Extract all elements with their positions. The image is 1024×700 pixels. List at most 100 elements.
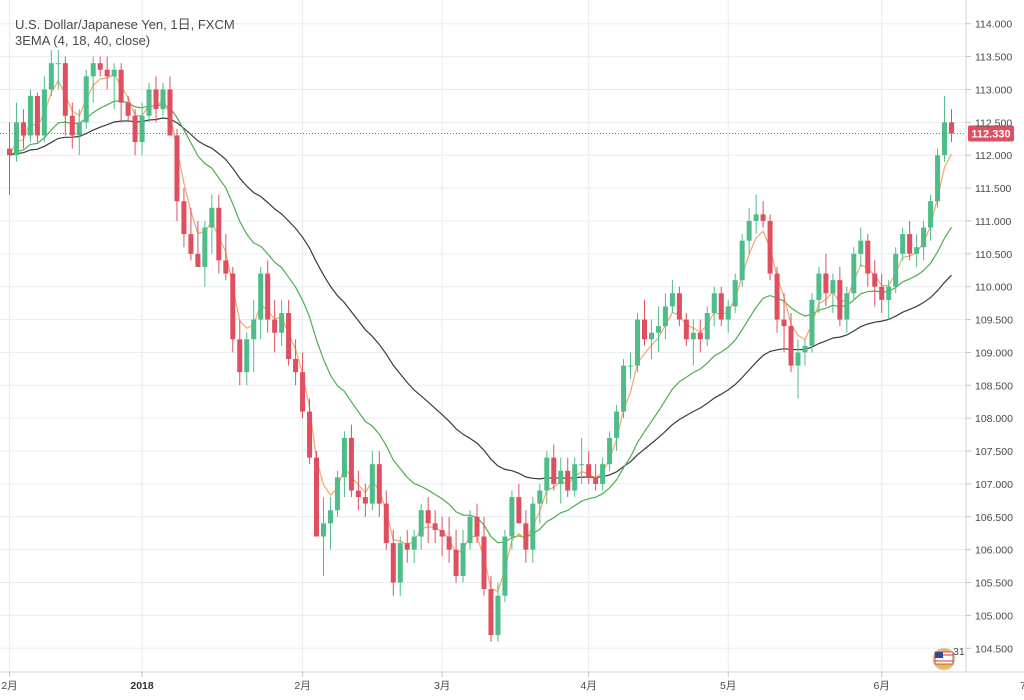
candle-body — [551, 457, 557, 484]
time-axis[interactable]: 2月 2018 2月 3月 4月 5月 6月 7月 — [1, 672, 1024, 692]
candle — [341, 431, 347, 498]
candle — [474, 503, 480, 544]
ema-fast-line — [8, 73, 953, 593]
candle-body — [153, 89, 159, 110]
candle-body — [809, 299, 815, 346]
candle-body — [6, 148, 13, 156]
candle — [921, 220, 927, 261]
candle — [739, 234, 745, 287]
candle-body — [209, 207, 215, 228]
candle-body — [125, 102, 131, 116]
candle-body — [544, 457, 550, 491]
candle-body — [676, 293, 682, 320]
candle-body — [34, 96, 40, 136]
candle — [809, 293, 815, 353]
candle — [20, 109, 26, 149]
candle-body — [132, 115, 138, 143]
candle-body — [488, 589, 494, 636]
candle — [795, 339, 801, 399]
candle-body — [669, 293, 675, 307]
candle — [13, 102, 19, 162]
x-tick-label: 7月 — [1020, 680, 1024, 692]
candle-body — [586, 464, 592, 478]
x-tick-label: 2月 — [1, 680, 17, 692]
candle-body — [760, 214, 766, 221]
candle — [948, 109, 955, 143]
candle-body — [404, 543, 410, 550]
candle-body — [160, 89, 166, 110]
y-tick-label: 110.500 — [975, 249, 1012, 261]
candle — [697, 319, 703, 353]
candle-body — [216, 207, 222, 261]
candle-body — [718, 293, 724, 320]
candle — [711, 286, 717, 327]
y-tick-label: 108.000 — [975, 413, 1013, 425]
current-price-line: 112.330 — [0, 125, 1014, 142]
y-tick-label: 107.500 — [975, 446, 1013, 458]
candle-body — [655, 326, 661, 333]
candle-body — [300, 372, 306, 412]
candle-body — [614, 411, 620, 438]
candle — [125, 96, 131, 123]
candle — [83, 69, 89, 129]
candle-body — [320, 523, 327, 537]
candle-body — [174, 135, 180, 202]
candle-body — [244, 339, 250, 373]
x-tick-label: 2月 — [294, 680, 310, 692]
candle — [300, 352, 306, 419]
candle-body — [823, 273, 829, 294]
candle — [327, 497, 333, 550]
candle — [27, 89, 33, 143]
candle — [397, 536, 403, 596]
candle-body — [439, 529, 445, 537]
candle — [900, 227, 906, 261]
ema-slow-line — [9, 117, 952, 480]
candle-body — [530, 503, 536, 550]
candle — [935, 148, 941, 208]
candle-body — [767, 220, 773, 274]
candle — [502, 529, 508, 603]
candle-body — [858, 240, 864, 254]
candle-body — [558, 470, 564, 484]
candle — [858, 227, 864, 267]
candle — [69, 102, 75, 149]
y-tick-label: 106.000 — [975, 545, 1013, 557]
candle — [307, 398, 313, 465]
indicator-label: 3EMA (4, 18, 40, close) — [15, 33, 151, 48]
candle-body — [795, 352, 801, 366]
candle-body — [683, 319, 689, 340]
candle — [558, 457, 564, 504]
x-tick-label: 2018 — [130, 680, 154, 692]
candle-body — [202, 227, 208, 267]
candle — [376, 451, 382, 517]
candle-body — [237, 339, 243, 373]
candle — [6, 122, 13, 195]
candle — [90, 56, 96, 103]
candle — [195, 220, 201, 267]
flag-icon[interactable]: 31 — [932, 646, 965, 671]
candle-body — [886, 286, 892, 300]
candle-body — [55, 63, 61, 65]
candle-body — [732, 280, 738, 307]
candle-body — [593, 477, 599, 484]
candle-body — [195, 253, 201, 267]
candle-body — [188, 234, 194, 254]
x-tick-label: 3月 — [434, 680, 450, 692]
candle-body — [502, 536, 508, 596]
candle-body — [928, 201, 934, 228]
candle — [104, 56, 110, 90]
candle — [167, 76, 173, 136]
candle-body — [251, 319, 257, 340]
candle — [942, 96, 948, 162]
candle — [62, 56, 68, 136]
candle-body — [900, 234, 906, 254]
candle-body — [383, 503, 389, 544]
candle-body — [600, 464, 606, 484]
candle-body — [914, 247, 920, 254]
price-axis[interactable]: 104.500 105.000 105.500 106.000 106.500 107.0… — [966, 19, 1013, 656]
candle — [383, 490, 389, 550]
candle-body — [334, 477, 340, 511]
candle-body — [565, 470, 571, 491]
candle-body — [146, 89, 152, 116]
